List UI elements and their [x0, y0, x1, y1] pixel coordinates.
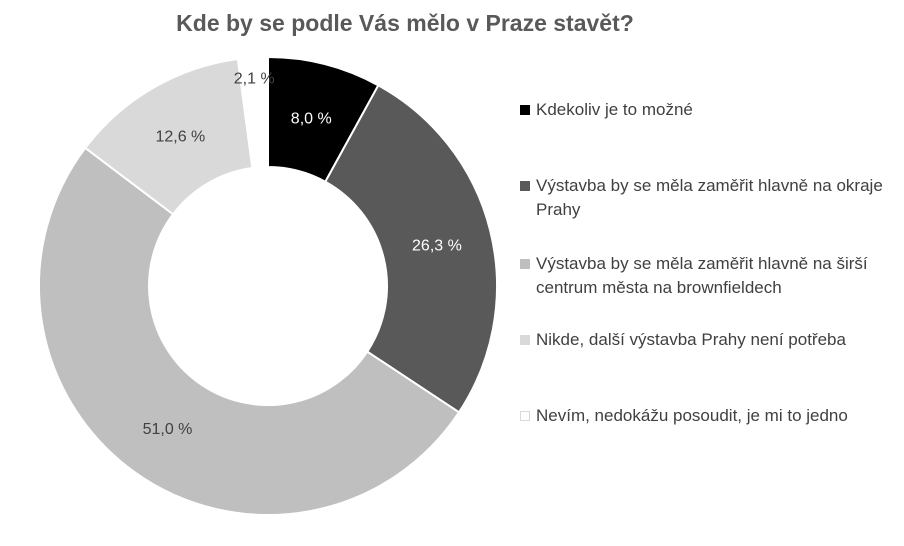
- donut-slice-1: [323, 83, 498, 414]
- legend-item-4: Nevím, nedokážu posoudit, je mi to jedno: [520, 406, 886, 428]
- slice-label-3: 12,6 %: [155, 129, 205, 146]
- legend-label: Kdekoliv je to možné: [536, 100, 693, 119]
- legend-swatch: [520, 105, 530, 115]
- chart-title: Kde by se podle Vás mělo v Praze stavět?: [176, 10, 634, 36]
- legend-item-2: Výstavba by se měla zaměřit hlavně na ši…: [520, 254, 886, 300]
- legend-swatch: [520, 411, 530, 421]
- donut-slice-4: [236, 55, 269, 170]
- legend-swatch: [520, 181, 530, 191]
- slice-label-4: 2,1 %: [234, 70, 275, 87]
- legend-swatch: [520, 335, 530, 345]
- legend-label: Nevím, nedokážu posoudit, je mi to jedno: [536, 406, 848, 425]
- legend-swatch: [520, 259, 530, 269]
- slice-label-0: 8,0 %: [291, 110, 332, 127]
- slice-label-1: 26,3 %: [412, 237, 462, 254]
- donut-slice-2: [38, 146, 461, 516]
- legend-item-1: Výstavba by se měla zaměřit hlavně na ok…: [520, 176, 886, 222]
- legend-item-3: Nikde, další výstavba Prahy není potřeba: [520, 330, 886, 352]
- legend-label: Výstavba by se měla zaměřit hlavně na ok…: [536, 176, 883, 219]
- legend-label: Nikde, další výstavba Prahy není potřeba: [536, 330, 846, 349]
- slice-label-2: 51,0 %: [143, 421, 193, 438]
- legend-label: Výstavba by se měla zaměřit hlavně na ši…: [536, 254, 868, 297]
- legend-item-0: Kdekoliv je to možné: [520, 100, 886, 122]
